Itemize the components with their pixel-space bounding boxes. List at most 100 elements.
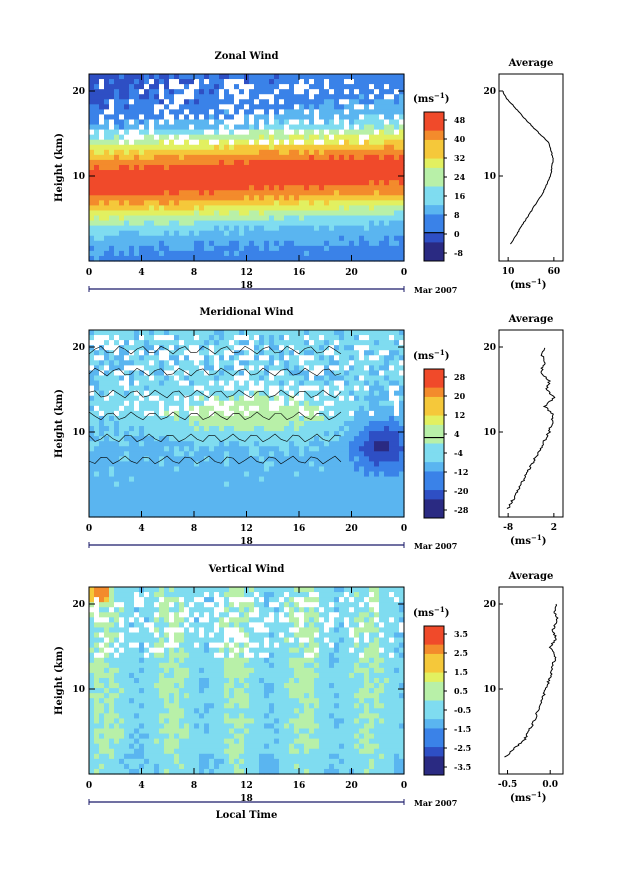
heatmap-cell	[359, 461, 365, 468]
heatmap-cell	[274, 350, 280, 356]
heatmap-cell	[104, 491, 110, 498]
heatmap-cell	[254, 119, 260, 126]
heatmap-cell	[344, 149, 350, 156]
heatmap-cell	[284, 400, 290, 407]
heatmap-cell	[144, 481, 150, 488]
heatmap-cell	[329, 245, 335, 252]
heatmap-cell	[339, 225, 345, 232]
heatmap-cell	[269, 84, 275, 90]
heatmap-cell	[89, 330, 95, 336]
heatmap-cell	[94, 355, 100, 361]
heatmap-cell	[319, 84, 325, 90]
heatmap-cell	[114, 129, 120, 136]
heatmap-cell	[124, 446, 130, 452]
heatmap-cell	[124, 370, 130, 377]
heatmap-cell	[334, 400, 340, 407]
heatmap-cell	[399, 350, 405, 356]
heatmap-cell	[294, 415, 300, 422]
heatmap-cell	[374, 235, 380, 242]
heatmap-cell	[259, 420, 265, 427]
heatmap-cell	[269, 215, 275, 222]
heatmap-cell	[289, 390, 295, 397]
heatmap-cell	[129, 446, 135, 452]
heatmap-cell	[114, 456, 120, 462]
heatmap-cell	[299, 240, 305, 247]
heatmap-cell	[389, 400, 395, 407]
heatmap-cell	[379, 129, 385, 136]
heatmap-cell	[199, 210, 205, 217]
heatmap-cell	[119, 154, 125, 161]
heatmap-cell	[234, 154, 240, 161]
heatmap-cell	[119, 461, 125, 468]
heatmap-cell	[359, 190, 365, 196]
heatmap-cell	[319, 330, 325, 336]
y-tick-label: 10	[72, 428, 85, 438]
heatmap-cell	[124, 195, 130, 201]
heatmap-cell	[319, 405, 325, 412]
heatmap-cell	[109, 89, 115, 95]
heatmap-cell	[289, 410, 295, 417]
heatmap-cell	[104, 109, 110, 116]
heatmap-cell	[264, 149, 270, 156]
heatmap-cell	[99, 340, 105, 346]
heatmap-cell	[334, 340, 340, 346]
heatmap-cell	[264, 74, 270, 80]
heatmap-cell	[374, 195, 380, 201]
heatmap-cell	[364, 190, 370, 196]
heatmap-cell	[104, 190, 110, 196]
heatmap-cell	[174, 380, 180, 387]
heatmap-cell	[289, 94, 295, 100]
heatmap-cell	[99, 400, 105, 407]
heatmap-cell	[374, 114, 380, 121]
heatmap-cell	[109, 496, 115, 503]
heatmap-cell	[299, 149, 305, 156]
heatmap-cell	[399, 375, 405, 382]
heatmap-cell	[94, 230, 100, 237]
heatmap-cell	[319, 195, 325, 201]
heatmap-cell	[179, 385, 185, 392]
heatmap-cell	[354, 170, 360, 176]
heatmap-cell	[99, 395, 105, 402]
heatmap-cell	[249, 451, 255, 457]
heatmap-cell	[249, 170, 255, 176]
heatmap-cell	[104, 456, 110, 462]
heatmap-cell	[364, 340, 370, 346]
heatmap-cell	[294, 335, 300, 341]
heatmap-cell	[389, 220, 395, 227]
heatmap-cell	[264, 109, 270, 116]
heatmap-cell	[274, 180, 280, 186]
heatmap-cell	[174, 109, 180, 116]
heatmap-cell	[354, 345, 360, 351]
heatmap-cell	[289, 365, 295, 372]
heatmap-cell	[399, 185, 405, 191]
heatmap-cell	[284, 255, 290, 262]
heatmap-cell	[349, 385, 355, 392]
heatmap-cell	[234, 330, 240, 336]
heatmap-cell	[209, 220, 215, 227]
heatmap-cell	[324, 79, 330, 85]
heatmap-cell	[229, 456, 235, 462]
heatmap-cell	[339, 426, 345, 432]
heatmap-cell	[229, 355, 235, 361]
heatmap-cell	[229, 240, 235, 247]
heatmap-cell	[244, 129, 250, 136]
heatmap-cell	[139, 210, 145, 217]
heatmap-cell	[104, 667, 110, 674]
heatmap-cell	[394, 74, 400, 80]
heatmap-cell	[304, 370, 310, 377]
heatmap-cell	[124, 441, 130, 447]
heatmap-cell	[389, 124, 395, 131]
heatmap-cell	[274, 124, 280, 131]
heatmap-cell	[284, 109, 290, 116]
heatmap-cell	[104, 250, 110, 257]
heatmap-cell	[209, 380, 215, 387]
heatmap-cell	[149, 471, 155, 478]
heatmap-cell	[109, 340, 115, 346]
heatmap-cell	[349, 119, 355, 126]
heatmap-cell	[244, 240, 250, 247]
heatmap-cell	[89, 250, 95, 257]
heatmap-cell	[219, 195, 225, 201]
heatmap-cell	[159, 441, 165, 447]
heatmap-cell	[89, 652, 95, 659]
heatmap-cell	[119, 159, 125, 166]
